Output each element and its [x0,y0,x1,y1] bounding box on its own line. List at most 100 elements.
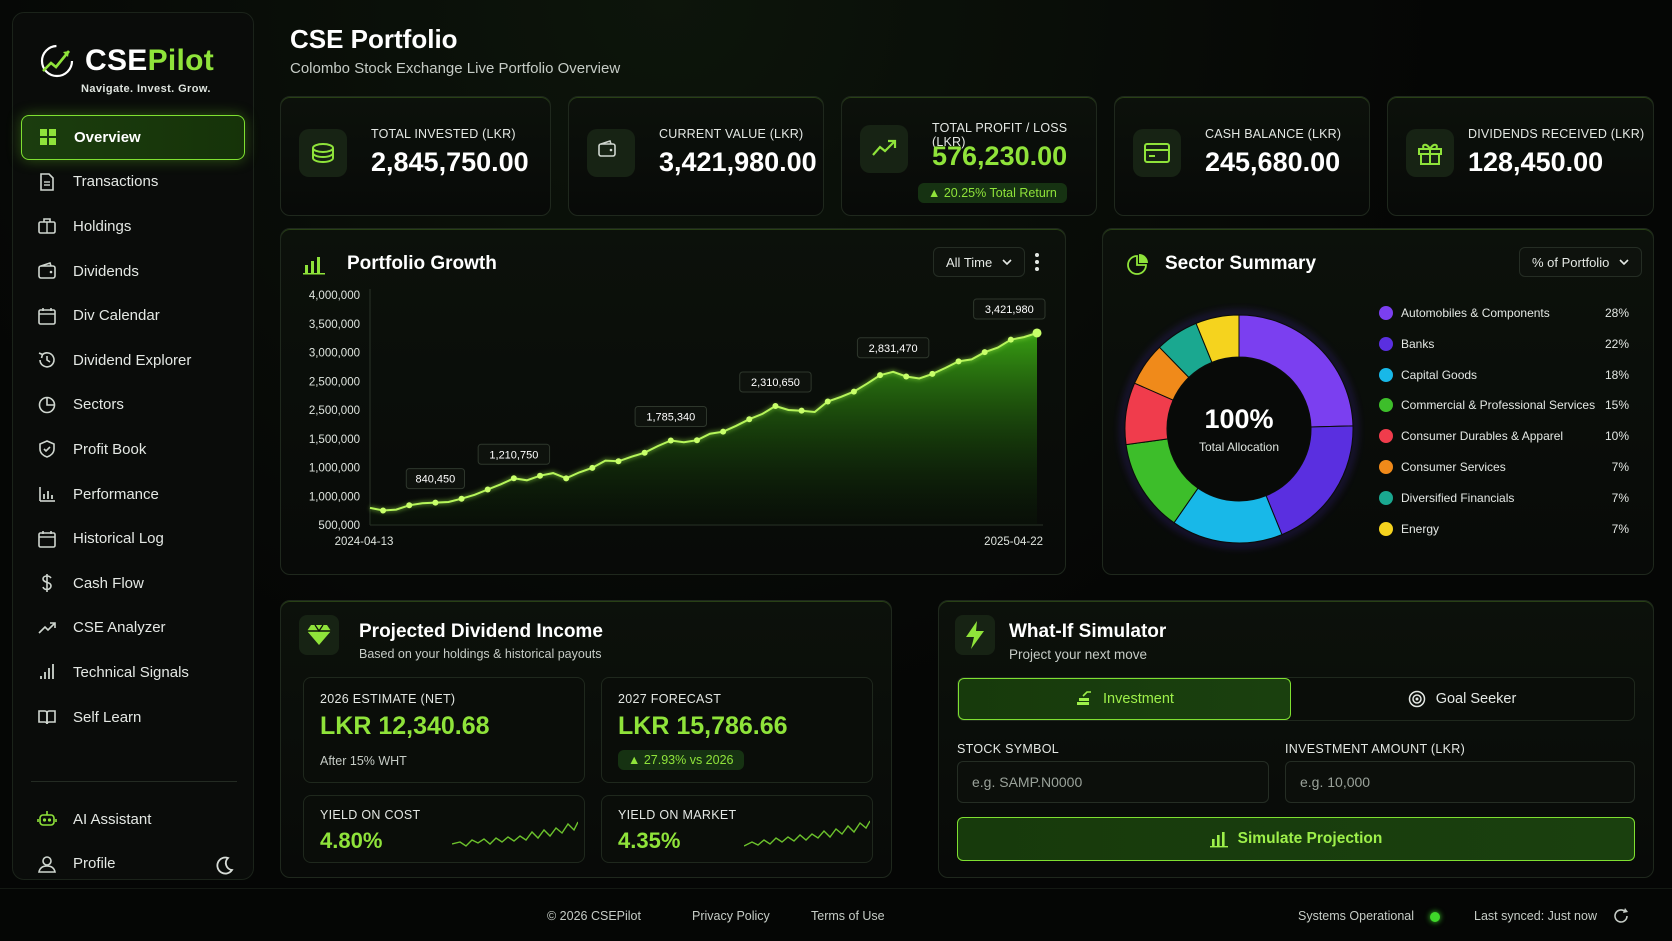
legend-swatch [1379,398,1393,413]
growth-point [772,403,779,410]
coins-icon [299,129,347,177]
y-tick-label: 2,500,000 [309,376,360,388]
yom-label: YIELD ON MARKET [618,808,737,822]
growth-line [369,332,1038,512]
sidebar-item-profile[interactable]: Profile [21,842,245,887]
data-label-box [634,406,708,428]
sidebar-item-cash-flow[interactable]: Cash Flow [21,561,245,606]
sidebar-item-dividend-explorer[interactable]: Dividend Explorer [21,338,245,383]
sidebar-item-dividends[interactable]: Dividends [21,249,245,294]
sidebar-item-div-calendar[interactable]: Div Calendar [21,293,245,338]
sidebar-item-profit-book[interactable]: Profit Book [21,427,245,472]
range-dropdown[interactable]: All Time [933,247,1026,277]
theme-toggle-moon-icon[interactable] [213,855,235,877]
growth-point [850,388,857,395]
estimate-note: After 15% WHT [320,754,407,768]
yom-value: 4.35% [618,828,681,853]
growth-point [589,464,596,471]
legend-percent: 18% [1604,367,1629,382]
legend-swatch [1379,490,1393,505]
legend-percent: 7% [1611,521,1629,536]
investment-amount-input[interactable] [1285,761,1635,803]
forecast-value: LKR 15,786.66 [618,712,788,740]
growth-point [537,472,544,479]
legend-swatch [1379,367,1393,382]
sidebar-item-historical-log[interactable]: Historical Log [21,516,245,561]
stat-value: 245,680.00 [1205,147,1341,177]
legend-label: Capital Goods [1401,367,1478,382]
sidebar-item-sectors[interactable]: Sectors [21,383,245,428]
stat-card-current-value: CURRENT VALUE (LKR) 3,421,980.00 [568,96,824,216]
refresh-icon[interactable] [1612,907,1630,925]
tab-goal-seeker[interactable]: Goal Seeker [1291,678,1633,720]
footer-terms-link[interactable]: Terms of Use [811,909,885,923]
brand-logo[interactable]: CSEPilot [37,41,214,81]
growth-point [981,349,988,356]
growth-point [929,370,936,377]
footer-synced-text: Last synced: Just now [1474,909,1597,923]
growth-point [432,499,439,506]
bar-chart-icon [37,484,57,504]
growth-point [380,507,387,514]
brand-name: CSEPilot [85,44,215,77]
growth-point [1032,328,1042,338]
sidebar-item-performance[interactable]: Performance [21,472,245,517]
total-return-badge: ▲ 20.25% Total Return [918,183,1067,203]
stat-value: 2,845,750.00 [371,147,529,177]
sidebar-item-technical-signals[interactable]: Technical Signals [21,650,245,695]
sidebar-item-label: AI Assistant [73,810,152,828]
growth-point [563,475,570,482]
legend-percent: 7% [1611,460,1629,474]
stock-symbol-input[interactable] [957,761,1269,803]
portfolio-growth-chart: 4,000,000 3,500,000 3,000,000 2,500,000 2,50… [309,289,1046,548]
sidebar-item-holdings[interactable]: Holdings [21,204,245,249]
footer-privacy-link[interactable]: Privacy Policy [692,909,770,923]
trend-icon [37,618,57,638]
legend-item: Banks 22% [1379,334,1629,354]
legend-label: Commercial & Professional Services [1401,398,1596,413]
status-indicator-dot [1430,912,1440,922]
data-label: 3,421,980 [985,304,1034,316]
sidebar-item-cse-analyzer[interactable]: CSE Analyzer [21,606,245,651]
growth-point [1007,336,1014,343]
target-icon [1408,690,1425,708]
sidebar-item-label: Profile [73,855,116,873]
more-options-icon[interactable] [1033,251,1041,273]
chevron-down-icon [1002,259,1012,265]
donut-center-label: Total Allocation [1199,440,1279,454]
legend-swatch [1379,429,1393,444]
tab-goal-label: Goal Seeker [1435,691,1517,707]
estimate-label: 2026 ESTIMATE (NET) [320,692,456,706]
sector-mode-dropdown[interactable]: % of Portfolio [1519,247,1643,277]
sidebar-nav: Overview Transactions Holdings Dividends Div… [21,115,245,739]
y-tick-label: 4,000,000 [309,290,360,302]
data-label: 2,831,470 [869,343,918,355]
tab-investment[interactable]: Investment [958,678,1291,720]
legend-item: Automobiles & Components 28% [1379,303,1629,323]
growth-point [955,358,962,365]
dividend-title: Projected Dividend Income [359,621,603,642]
data-label: 840,450 [416,474,456,486]
tab-investment-label: Investment [1103,691,1174,707]
estimate-value: LKR 12,340.68 [320,712,490,740]
legend-swatch [1379,336,1393,351]
y-tick-label: 1,000,000 [309,491,360,503]
data-label-box [739,371,812,393]
sidebar-item-overview[interactable]: Overview [21,115,245,160]
sidebar-item-ai-assistant[interactable]: AI Assistant [21,797,245,842]
data-label-box [477,443,551,465]
sidebar-item-label: Holdings [73,217,132,235]
legend-percent: 22% [1604,336,1629,351]
y-tick-label: 2,500,000 [309,405,360,417]
simulate-projection-button[interactable]: Simulate Projection [957,817,1635,861]
signal-icon [37,662,57,682]
growth-point [720,428,727,435]
donut-hole [1168,358,1310,500]
sidebar-item-self-learn[interactable]: Self Learn [21,695,245,740]
calendar-icon [37,529,57,549]
stat-value: 128,450.00 [1468,147,1604,177]
sector-summary-card: Sector Summary % of Portfolio 100% Total … [1102,228,1654,575]
stat-value: 576,230.00 [932,141,1068,171]
sidebar-item-transactions[interactable]: Transactions [21,160,245,205]
